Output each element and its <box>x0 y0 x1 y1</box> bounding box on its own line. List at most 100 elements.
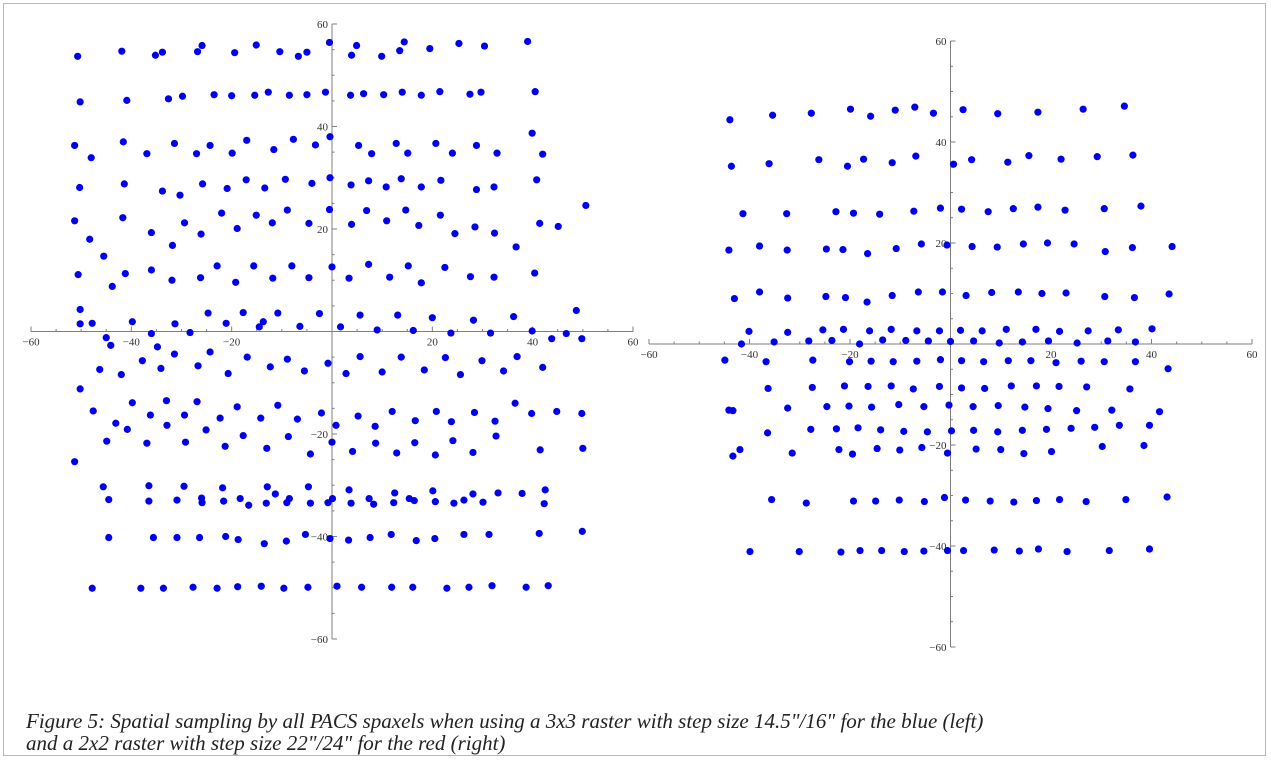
data-point-left <box>528 129 536 137</box>
data-point-left <box>222 532 230 541</box>
data-point-left <box>326 534 334 543</box>
data-point-left <box>541 486 549 494</box>
data-point-left <box>159 584 168 592</box>
data-point-left <box>365 494 373 503</box>
data-point-left <box>280 584 288 592</box>
data-point-left <box>232 278 240 286</box>
data-point-left <box>326 174 334 182</box>
data-point-left <box>380 91 388 99</box>
data-point-left <box>259 318 267 326</box>
data-point-left <box>400 38 408 46</box>
data-point-left <box>276 48 284 56</box>
data-point-left <box>284 432 292 441</box>
data-point-left <box>441 263 449 272</box>
data-point-left <box>123 96 131 104</box>
data-point-left <box>137 584 145 592</box>
data-point-left <box>239 308 247 317</box>
data-point-left <box>321 88 330 96</box>
data-point-left <box>511 399 519 407</box>
data-point-left <box>431 534 439 543</box>
data-point-left <box>164 95 173 103</box>
figure-caption: Figure 5: Spatial sampling by all PACS s… <box>26 710 1256 754</box>
data-point-left <box>204 309 212 317</box>
data-point-left <box>306 499 315 507</box>
data-point-left <box>218 209 226 217</box>
data-point-left <box>285 91 293 99</box>
data-point-left <box>372 439 380 447</box>
data-point-left <box>326 133 334 141</box>
data-point-left <box>123 425 131 433</box>
data-point-left <box>270 145 278 154</box>
data-point-left <box>447 329 455 337</box>
data-point-left <box>397 175 405 183</box>
data-point-left <box>283 355 291 363</box>
data-point-left <box>512 243 520 251</box>
data-point-left <box>173 496 181 504</box>
data-point-left <box>255 323 263 331</box>
data-point-left <box>194 362 202 370</box>
data-point-left <box>186 328 194 337</box>
data-point-left <box>171 320 179 328</box>
data-point-left <box>231 49 239 57</box>
data-point-left <box>366 533 374 542</box>
data-point-left <box>283 206 291 214</box>
data-point-left <box>146 411 154 419</box>
data-point-left <box>388 407 396 416</box>
data-point-left <box>89 407 97 415</box>
data-point-left <box>368 150 376 158</box>
data-point-left <box>360 90 368 98</box>
data-point-left <box>572 306 580 315</box>
data-point-left <box>197 230 205 238</box>
data-point-left <box>151 51 160 59</box>
data-point-left <box>345 486 353 494</box>
data-point-left <box>96 365 104 374</box>
data-point-left <box>195 533 204 542</box>
data-point-left <box>202 426 210 434</box>
data-point-left <box>71 141 79 150</box>
data-point-left <box>391 489 399 497</box>
data-point-left <box>252 211 260 219</box>
data-point-left <box>228 149 236 157</box>
data-point-left <box>528 327 536 335</box>
data-point-left <box>143 439 151 447</box>
data-point-left <box>518 489 526 498</box>
data-point-left <box>531 88 539 96</box>
data-point-left <box>170 350 179 358</box>
data-point-left <box>102 334 110 342</box>
data-point-left <box>206 348 214 356</box>
y-tick-label-left: −60 <box>311 634 329 646</box>
data-point-left <box>260 540 268 548</box>
data-point-left <box>180 411 189 419</box>
data-point-left <box>417 279 425 287</box>
data-point-left <box>354 412 362 420</box>
data-point-left <box>460 496 468 504</box>
x-tick-label-left: 40 <box>527 337 539 349</box>
data-point-left <box>539 363 547 371</box>
data-point-left <box>206 141 214 150</box>
data-point-left <box>333 582 341 590</box>
data-point-left <box>261 184 269 192</box>
data-point-left <box>356 311 364 319</box>
data-point-left <box>363 206 371 215</box>
data-point-left <box>100 252 108 260</box>
data-point-left <box>460 530 468 539</box>
data-point-left <box>499 367 508 375</box>
data-point-left <box>388 583 396 591</box>
data-point-left <box>371 422 379 430</box>
caption-line-2: and a 2x2 raster with step size 22"/24" … <box>26 731 506 755</box>
data-point-left <box>220 497 228 505</box>
data-point-left <box>263 444 271 452</box>
data-point-left <box>437 176 445 184</box>
data-point-left <box>347 181 355 189</box>
data-point-left <box>162 397 171 405</box>
data-point-left <box>493 149 501 157</box>
data-point-left <box>328 438 336 446</box>
data-point-left <box>562 329 570 338</box>
data-point-left <box>378 52 386 60</box>
data-point-left <box>107 341 115 349</box>
data-point-left <box>477 88 485 96</box>
data-point-left <box>189 583 197 591</box>
data-point-left <box>510 313 518 321</box>
data-point-left <box>356 353 364 361</box>
data-point-left <box>149 533 158 542</box>
